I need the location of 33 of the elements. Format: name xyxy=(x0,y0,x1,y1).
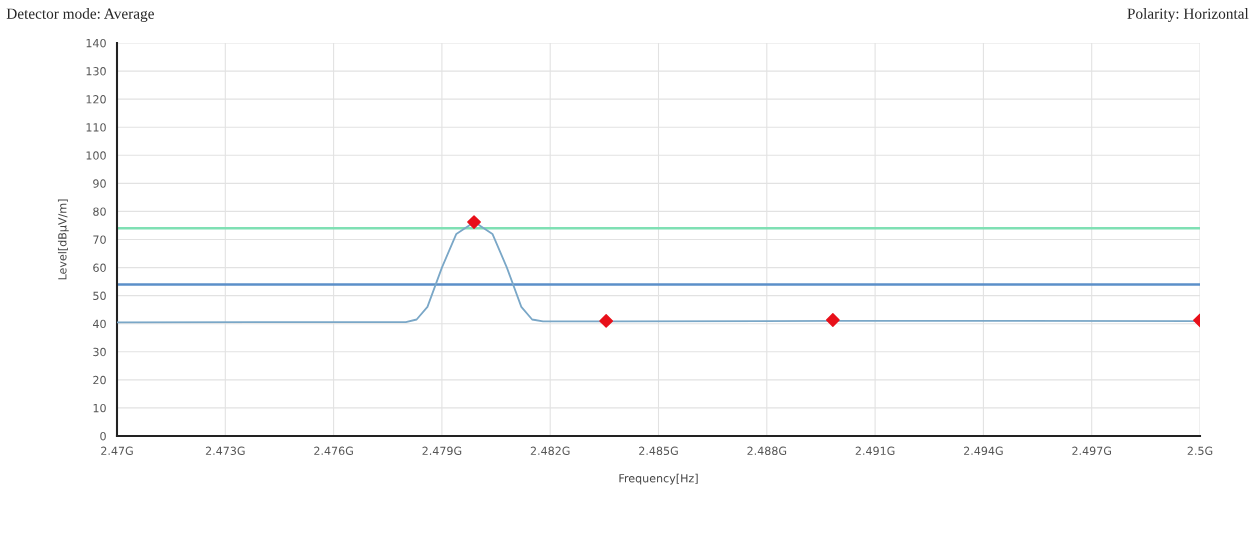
x-tick-label: 2.491G xyxy=(855,446,895,456)
x-tick-label: 2.479G xyxy=(422,446,462,456)
text: Polarity: Horizontal xyxy=(1127,8,1249,22)
y-tick-label: 0 xyxy=(100,431,106,441)
x-tick-label: 2.485G xyxy=(639,446,678,456)
y-tick-label: 90 xyxy=(93,179,106,188)
x-tick-label: 2.476G xyxy=(314,446,353,456)
point xyxy=(825,313,840,327)
y-tick-label: 50 xyxy=(93,291,106,301)
point xyxy=(599,314,614,328)
y-tick-label: 100 xyxy=(86,151,106,160)
y-tick-label: 120 xyxy=(86,95,106,104)
y-tick-label: 140 xyxy=(86,38,106,48)
y-tick-label: 10 xyxy=(93,403,106,413)
y-tick-label: 40 xyxy=(92,319,106,329)
y-tick-label: 130 xyxy=(86,67,106,76)
y-tick-label: 110 xyxy=(86,123,106,132)
y-axis-title: Level[dBµV/m] xyxy=(57,199,69,280)
x-tick-label: 2.47G xyxy=(101,446,133,456)
x-tick-label: 2.488G xyxy=(747,446,787,456)
y-tick-label: 70 xyxy=(93,235,106,244)
point xyxy=(467,215,481,230)
x-axis-title: Frequency[Hz] xyxy=(619,473,698,485)
x-tick-label: 2.497G xyxy=(1072,446,1111,456)
y-tick-label: 20 xyxy=(93,375,106,385)
y-tick-label: 80 xyxy=(93,207,106,216)
x-tick-label: 2.5G xyxy=(1187,446,1213,456)
text: Detector mode: Average xyxy=(6,8,154,22)
x-tick-label: 2.473G xyxy=(205,446,245,456)
y-tick-label: 60 xyxy=(93,263,106,272)
x-tick-label: 2.494G xyxy=(964,446,1003,456)
x-tick-label: 2.482G xyxy=(530,446,570,456)
y-tick-label: 30 xyxy=(93,347,106,357)
